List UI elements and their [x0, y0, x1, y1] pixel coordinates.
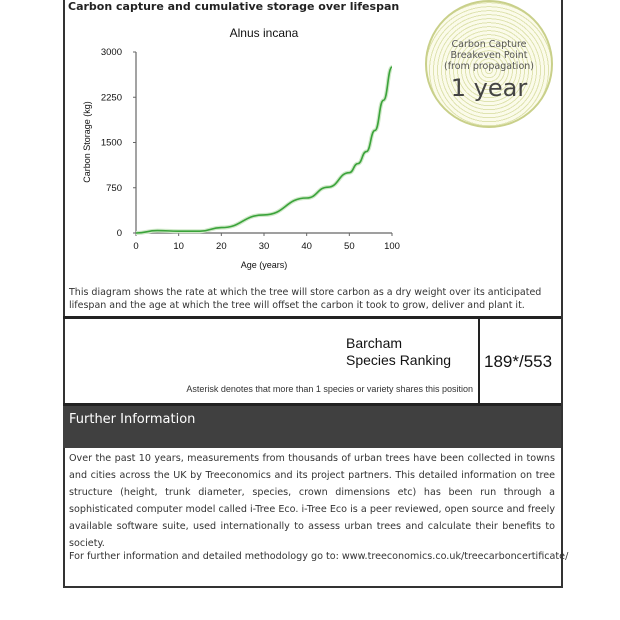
chart-description: This diagram shows the rate at which the…: [69, 287, 542, 311]
ranking-value: 189*/553: [484, 352, 553, 371]
breakeven-value: 1 year: [450, 74, 528, 102]
ranking-note: Asterisk denotes that more than 1 specie…: [186, 384, 473, 394]
x-tick-label: 0: [133, 241, 138, 252]
chart-title: Alnus incana: [230, 26, 299, 40]
further-info-body: Over the past 10 years, measurements fro…: [69, 453, 555, 549]
y-axis-label: Carbon Storage (kg): [82, 101, 92, 183]
section-heading: Carbon capture and cumulative storage ov…: [68, 0, 400, 13]
x-tick-label: 30: [259, 241, 270, 252]
x-tick-label: 10: [173, 241, 184, 252]
y-tick-label: 750: [106, 183, 122, 194]
badge-line3: (from propagation): [444, 61, 534, 72]
ranking-divider: [478, 318, 480, 404]
badge-line1: Carbon Capture: [451, 39, 527, 50]
y-tick-label: 2250: [101, 92, 122, 103]
x-axis-label: Age (years): [241, 260, 288, 270]
series-line-shadow: [135, 65, 394, 235]
ranking-label: Barcham Species Ranking: [346, 335, 451, 369]
y-tick-label: 0: [117, 228, 122, 239]
x-tick-label: 100: [384, 241, 400, 252]
x-tick-label: 20: [216, 241, 227, 252]
breakeven-badge: Carbon Capture Breakeven Point (from propa…: [425, 0, 553, 128]
ranking-label-1: Barcham: [346, 335, 403, 351]
series-line: [135, 66, 393, 234]
further-info-header: Further Information: [63, 406, 561, 448]
carbon-storage-chart: Alnus incana 0 750 1500 2250 3000 0 10 20 30 40 50 1…: [82, 26, 400, 270]
certificate-frame: [63, 0, 563, 588]
y-tick-label: 1500: [101, 138, 122, 149]
further-info-link: For further information and detailed met…: [69, 551, 569, 562]
ranking-label-2: Species Ranking: [346, 352, 452, 368]
y-tick-label: 3000: [101, 47, 122, 58]
x-tick-label: 50: [344, 241, 355, 252]
x-tick-label: 40: [301, 241, 312, 252]
badge-line2: Breakeven Point: [450, 50, 528, 61]
divider: [63, 403, 561, 406]
further-info-title: Further Information: [69, 412, 196, 427]
divider: [63, 316, 561, 319]
